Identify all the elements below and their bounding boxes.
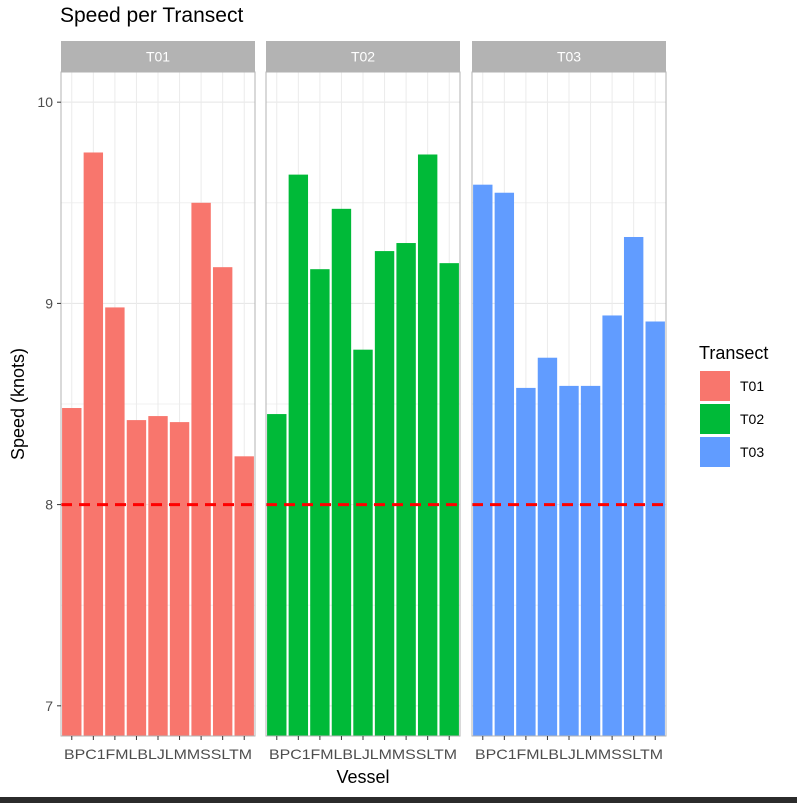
legend-item-t02: T02 bbox=[700, 404, 764, 434]
bar-t03-bp bbox=[473, 184, 493, 737]
y-tick-label: 10 bbox=[37, 94, 53, 110]
y-axis-title: Speed (knots) bbox=[8, 348, 28, 460]
bar-t01-lm bbox=[169, 422, 190, 736]
y-axis: 7 8 9 10 bbox=[37, 94, 61, 714]
bar-t01-lj bbox=[148, 416, 168, 736]
bar-t01-tm bbox=[234, 456, 254, 736]
facet-strip bbox=[61, 41, 255, 72]
facet-strip-label: T03 bbox=[557, 49, 581, 65]
bar-t02-lj bbox=[353, 349, 373, 736]
legend-item-t03: T03 bbox=[700, 437, 764, 467]
x-tick-labels: BPC1FMLBLJLMMSSLTM bbox=[269, 746, 457, 762]
bar-t02-ms bbox=[396, 243, 416, 736]
bar-t01-fm bbox=[105, 307, 125, 736]
bar-t02-bp bbox=[267, 414, 287, 736]
bar-t02-fm bbox=[310, 269, 330, 736]
legend-key bbox=[700, 437, 730, 467]
bar-t03-lm bbox=[580, 385, 601, 736]
bar-t02-c1 bbox=[288, 174, 309, 737]
x-tick-labels: BPC1FMLBLJLMMSSLTM bbox=[64, 746, 252, 762]
bar-t03-lj bbox=[559, 385, 579, 736]
facet-strip bbox=[472, 41, 666, 72]
legend-key bbox=[700, 404, 730, 434]
bar-t03-sl bbox=[623, 236, 644, 736]
y-tick-label: 8 bbox=[45, 497, 53, 513]
facet-panel-t02: T02 BPC1FMLBLJLMMSSLTM bbox=[265, 41, 461, 762]
bar-t01-bp bbox=[62, 408, 82, 736]
facet-panel-t03: T03 BPC1FMLBLJLMMSSLTM bbox=[471, 41, 667, 762]
panels: T01 BPC1FMLBLJLMMSSLTM T02 BPC1FMLBLJLMMSSL… bbox=[60, 41, 667, 762]
facet-strip-label: T02 bbox=[351, 49, 375, 65]
legend-label: T01 bbox=[740, 378, 764, 394]
x-axis-title: Vessel bbox=[336, 767, 389, 787]
y-tick-label: 7 bbox=[45, 698, 53, 714]
legend-item-t01: T01 bbox=[700, 371, 764, 401]
x-tick-labels: BPC1FMLBLJLMMSSLTM bbox=[475, 746, 663, 762]
bar-t01-lb bbox=[126, 420, 147, 736]
bar-t01-ms bbox=[191, 202, 211, 737]
legend: Transect T01 T02 T03 bbox=[699, 343, 768, 467]
window-bottom-edge bbox=[0, 797, 797, 803]
bar-t02-lm bbox=[374, 251, 395, 736]
bar-t02-tm bbox=[439, 263, 459, 736]
bar-t03-ms bbox=[602, 315, 622, 736]
bar-t03-tm bbox=[645, 321, 665, 736]
bar-t01-c1 bbox=[83, 152, 104, 736]
bar-t03-fm bbox=[516, 387, 536, 736]
bar-t02-sl bbox=[417, 154, 438, 737]
legend-label: T02 bbox=[740, 411, 764, 427]
y-tick-label: 9 bbox=[45, 295, 53, 311]
legend-label: T03 bbox=[740, 444, 764, 460]
legend-title: Transect bbox=[699, 343, 768, 363]
legend-key bbox=[700, 371, 730, 401]
bar-t03-lb bbox=[537, 357, 558, 736]
facet-strip bbox=[266, 41, 460, 72]
chart-title: Speed per Transect bbox=[60, 4, 244, 27]
facet-strip-label: T01 bbox=[146, 49, 170, 65]
bar-t01-sl bbox=[212, 267, 233, 736]
bar-t03-c1 bbox=[494, 192, 515, 736]
facet-panel-t01: T01 BPC1FMLBLJLMMSSLTM bbox=[60, 41, 256, 762]
bar-t02-lb bbox=[331, 208, 352, 737]
